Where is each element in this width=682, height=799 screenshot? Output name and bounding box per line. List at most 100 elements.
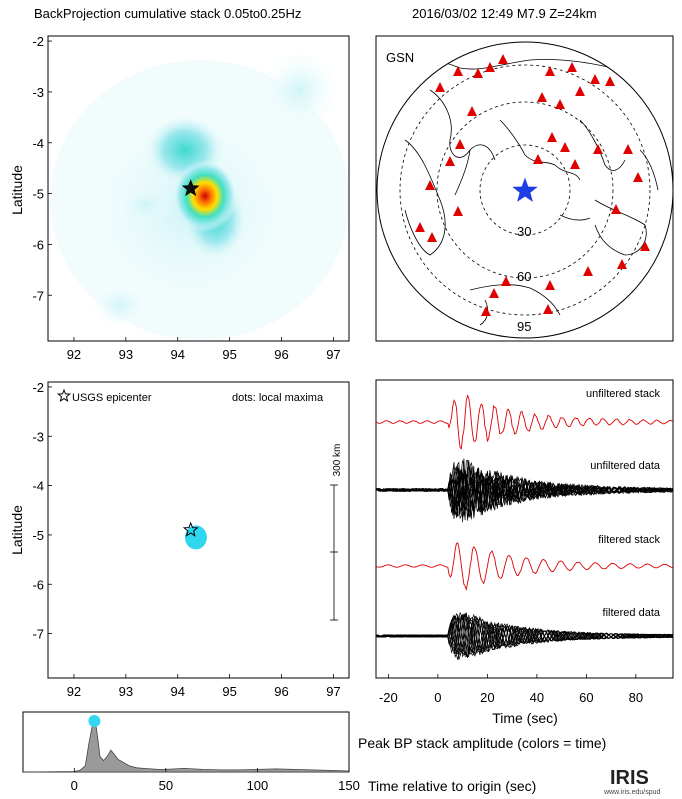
- network-label: GSN: [386, 50, 414, 65]
- label-filtered-data: filtered data: [603, 607, 661, 619]
- label-filtered-stack: filtered stack: [598, 534, 660, 546]
- heatmap-ytick-label: -5: [32, 187, 44, 202]
- heatmap-xtick-label: 96: [274, 347, 288, 362]
- station-triangle-icon: [485, 62, 495, 72]
- maxima-xtick-label: 94: [171, 684, 185, 699]
- peak-amplitude-plot: 0 50 100 150: [22, 711, 360, 793]
- filtered-data-trace: [375, 613, 674, 655]
- map-ring-95: [399, 64, 651, 316]
- amplitude-xtick-label: 50: [159, 778, 173, 793]
- amplitude-xtick-label: 0: [71, 778, 78, 793]
- seismogram-xlabel: Time (sec): [492, 710, 558, 726]
- heatmap-ytick-label: -7: [32, 288, 44, 303]
- local-maxima-plot: 92 93 94 95 96 97 -2 -3 -4 -5 -6 -7 Latitude USGS …: [9, 380, 350, 699]
- iris-logo-text: IRIS: [610, 767, 649, 789]
- station-triangle-icon: [560, 142, 570, 152]
- heatmap-ytick-label: -3: [32, 85, 44, 100]
- filtered-stack-trace: [375, 542, 674, 592]
- event-info: 2016/03/02 12:49 M7.9 Z=24km: [412, 6, 597, 21]
- seismogram-xtick-label: -20: [379, 690, 398, 705]
- heatmap-xtick-label: 97: [326, 347, 340, 362]
- station-triangle-icon: [453, 206, 463, 216]
- ring-label-60: 60: [517, 269, 531, 284]
- station-triangle-icon: [425, 180, 435, 190]
- heatmap-xtick-label: 94: [171, 347, 185, 362]
- source-star-icon: [512, 177, 538, 202]
- heatmap-xtick-label: 93: [119, 347, 133, 362]
- station-triangle-icon: [533, 154, 543, 164]
- seismogram-xtick-label: 20: [480, 690, 494, 705]
- unfiltered-data-trace: [375, 459, 674, 523]
- seismogram-xtick-label: 60: [579, 690, 593, 705]
- maxima-xtick-label: 93: [119, 684, 133, 699]
- station-triangle-icon: [590, 74, 600, 84]
- maxima-ytick-label: -2: [32, 380, 44, 395]
- amplitude-peak-dot: [88, 715, 101, 727]
- station-triangle-icon: [467, 106, 477, 116]
- heatmap-xtick-label: 95: [222, 347, 236, 362]
- station-triangle-icon: [427, 232, 437, 242]
- station-triangle-icon: [567, 62, 577, 72]
- epicenter-star-outline-icon: [182, 521, 199, 537]
- filtered-data-trace: [375, 613, 674, 659]
- epicenter-star-icon: [181, 179, 200, 197]
- ring-label-30: 30: [517, 224, 531, 239]
- heatmap-ytick-label: -4: [32, 136, 44, 151]
- seismogram-xtick-label: 40: [530, 690, 544, 705]
- station-triangle-icon: [545, 66, 555, 76]
- seismogram-xtick-label: 80: [629, 690, 643, 705]
- seismogram-panel: unfiltered stack unfiltered data filtere…: [375, 379, 674, 726]
- maxima-ylabel: Latitude: [9, 505, 25, 555]
- station-map: GSN 30 60 95: [375, 35, 674, 342]
- legend-dots-label: dots: local maxima: [232, 392, 324, 404]
- map-ring-30: [479, 144, 571, 236]
- iris-logo: IRIS www.iris.edu/spud: [603, 767, 661, 796]
- seismogram-xtick-label: 0: [434, 690, 441, 705]
- maxima-xtick-label: 96: [274, 684, 288, 699]
- amplitude-caption: Peak BP stack amplitude (colors = time): [358, 735, 607, 751]
- maxima-ytick-label: -3: [32, 429, 44, 444]
- station-triangle-icon: [498, 54, 508, 64]
- station-triangle-icon: [575, 86, 585, 96]
- label-unfiltered-stack: unfiltered stack: [586, 388, 660, 400]
- maxima-ytick-label: -5: [32, 528, 44, 543]
- amplitude-xtick-label: 100: [247, 778, 269, 793]
- station-triangle-icon: [555, 99, 565, 109]
- station-triangle-icon: [453, 66, 463, 76]
- station-triangle-icon: [435, 82, 445, 92]
- ring-label-95: 95: [517, 319, 531, 334]
- maxima-ytick-label: -7: [32, 627, 44, 642]
- map-ring-60: [436, 101, 614, 279]
- scalebar-label: 300 km: [332, 444, 343, 477]
- maxima-ytick-label: -4: [32, 479, 44, 494]
- iris-logo-url: www.iris.edu/spud: [603, 789, 661, 796]
- heatmap-xtick-label: 92: [67, 347, 81, 362]
- station-triangle-icon: [633, 172, 643, 182]
- station-triangle-icon: [617, 259, 627, 269]
- maxima-xtick-label: 92: [67, 684, 81, 699]
- station-triangle-icon: [605, 76, 615, 86]
- station-triangle-icon: [611, 204, 621, 214]
- heatmap-ytick-label: -2: [32, 34, 44, 49]
- heatmap-ylabel: Latitude: [9, 165, 25, 215]
- maxima-xtick-label: 97: [326, 684, 340, 699]
- station-triangle-icon: [445, 156, 455, 166]
- station-triangle-icon: [543, 304, 553, 314]
- amplitude-xlabel: Time relative to origin (sec): [368, 778, 537, 794]
- station-triangle-icon: [547, 132, 557, 142]
- unfiltered-data-trace: [375, 468, 674, 518]
- station-triangle-icon: [640, 241, 650, 251]
- station-triangle-icon: [481, 306, 491, 316]
- heatmap-ytick-label: -6: [32, 237, 44, 252]
- station-triangle-icon: [473, 68, 483, 78]
- station-triangle-icon: [501, 276, 511, 286]
- local-maximum-dot: [184, 525, 207, 550]
- legend-star-icon: [57, 388, 71, 403]
- station-triangle-icon: [623, 144, 633, 154]
- station-triangle-icon: [415, 222, 425, 232]
- station-triangle-icon: [593, 144, 603, 154]
- amplitude-frame: [22, 711, 350, 773]
- station-triangle-icon: [545, 280, 555, 290]
- station-triangle-icon: [455, 139, 465, 149]
